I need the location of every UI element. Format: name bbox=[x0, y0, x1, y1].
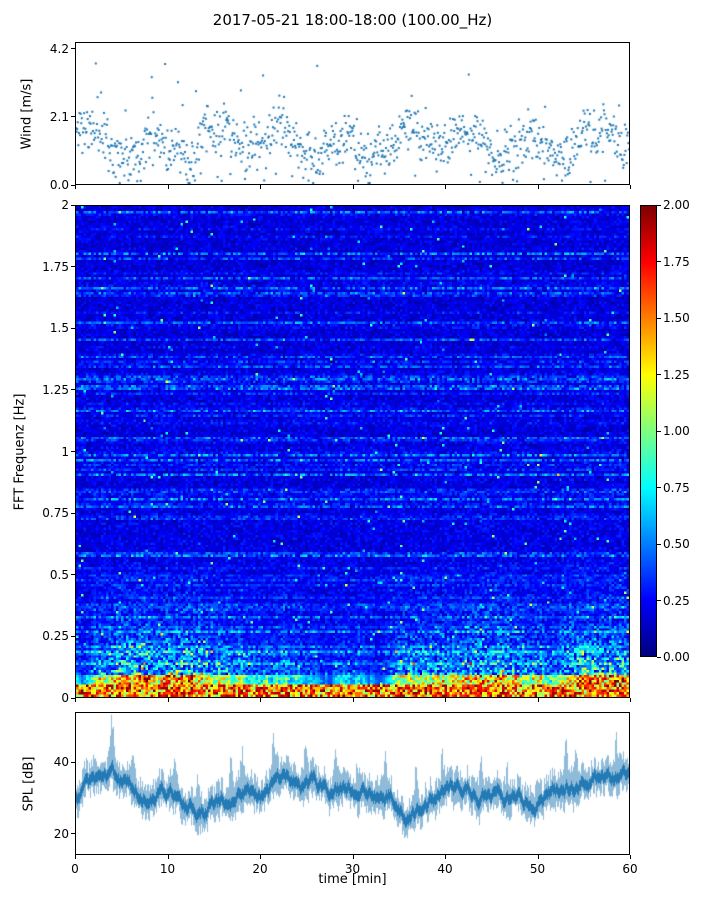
y-tick-mark bbox=[71, 184, 75, 186]
y-tick-mark bbox=[71, 116, 75, 118]
x-tick-label: 60 bbox=[622, 862, 638, 876]
colorbar-tick-label: 1.00 bbox=[663, 424, 690, 438]
x-tick-mark bbox=[445, 698, 446, 702]
x-tick-label: 40 bbox=[437, 862, 453, 876]
y-tick-mark bbox=[71, 697, 75, 699]
colorbar-tick-label: 2.00 bbox=[663, 198, 690, 212]
y-tick-mark bbox=[71, 833, 75, 835]
x-tick-mark bbox=[537, 185, 539, 189]
spectrogram-canvas bbox=[76, 206, 629, 697]
y-tick-mark bbox=[71, 451, 75, 452]
y-tick-mark bbox=[71, 204, 75, 206]
colorbar-tick-label: 1.25 bbox=[663, 367, 690, 382]
y-tick-label: 2.1 bbox=[49, 109, 69, 124]
y-tick-mark bbox=[71, 327, 75, 329]
colorbar-tick-label: 0.50 bbox=[663, 537, 690, 551]
colorbar-tick-mark bbox=[657, 204, 661, 206]
x-tick-label: 10 bbox=[159, 862, 176, 876]
x-tick-label: 0 bbox=[71, 862, 79, 876]
y-tick-label: 0 bbox=[61, 691, 69, 705]
x-tick-mark bbox=[260, 698, 261, 702]
colorbar-tick-label: 1.75 bbox=[663, 254, 690, 269]
y-tick-label: 4.2 bbox=[49, 41, 69, 56]
y-tick-mark bbox=[71, 389, 75, 391]
y-tick-label: 0.75 bbox=[42, 506, 69, 521]
x-tick-label: 30 bbox=[344, 862, 361, 876]
y-tick-label: 1.75 bbox=[42, 259, 69, 274]
x-tick-mark bbox=[630, 698, 631, 702]
x-tick-label: 50 bbox=[529, 862, 546, 876]
spectrogram-plot bbox=[75, 205, 630, 698]
x-tick-mark bbox=[630, 185, 631, 189]
colorbar-tick-mark bbox=[657, 656, 661, 658]
colorbar-gradient-canvas bbox=[641, 206, 656, 656]
colorbar-tick-label: 1.50 bbox=[663, 311, 690, 325]
y-tick-label: 0.25 bbox=[42, 629, 69, 644]
x-tick-mark bbox=[75, 698, 76, 702]
y-tick-label: 1.25 bbox=[42, 382, 69, 397]
x-tick-mark bbox=[352, 698, 354, 702]
x-tick-mark bbox=[352, 855, 354, 859]
x-tick-mark bbox=[75, 185, 76, 189]
x-tick-mark bbox=[630, 855, 631, 859]
colorbar bbox=[640, 205, 657, 657]
y-tick-label: 20 bbox=[53, 826, 69, 841]
y-tick-label: 0.0 bbox=[49, 178, 69, 192]
colorbar-tick-mark bbox=[657, 261, 661, 262]
y-tick-mark bbox=[71, 48, 75, 49]
y-tick-label: 0.5 bbox=[49, 567, 69, 582]
y-tick-mark bbox=[71, 266, 75, 268]
x-tick-mark bbox=[167, 185, 169, 189]
time-axis-label: time [min] bbox=[318, 872, 387, 887]
x-tick-mark bbox=[260, 185, 261, 189]
y-tick-mark bbox=[71, 761, 75, 763]
y-tick-label: 2 bbox=[61, 198, 69, 212]
wind-scatter-plot bbox=[75, 42, 630, 185]
wind-scatter-canvas bbox=[76, 43, 629, 184]
x-tick-mark bbox=[537, 698, 539, 702]
y-tick-mark bbox=[71, 635, 75, 637]
colorbar-tick-mark bbox=[657, 487, 661, 488]
y-tick-label: 1.5 bbox=[49, 321, 69, 336]
colorbar-tick-mark bbox=[657, 430, 661, 432]
y-tick-label: 40 bbox=[53, 755, 69, 770]
x-tick-mark bbox=[352, 185, 354, 189]
x-tick-mark bbox=[167, 855, 169, 859]
colorbar-tick-mark bbox=[657, 317, 661, 319]
colorbar-tick-label: 0.75 bbox=[663, 480, 690, 495]
y-tick-label: 1 bbox=[61, 444, 69, 459]
colorbar-tick-label: 0.00 bbox=[663, 650, 690, 664]
x-tick-mark bbox=[260, 855, 261, 859]
chart-title: 2017-05-21 18:00-18:00 (100.00_Hz) bbox=[212, 11, 493, 29]
colorbar-tick-label: 0.25 bbox=[663, 593, 690, 608]
x-tick-mark bbox=[445, 185, 446, 189]
colorbar-tick-mark bbox=[657, 600, 661, 601]
y-tick-mark bbox=[71, 512, 75, 514]
x-tick-mark bbox=[445, 855, 446, 859]
spl-line-canvas bbox=[76, 713, 629, 854]
colorbar-tick-mark bbox=[657, 374, 661, 375]
x-tick-mark bbox=[75, 855, 76, 859]
colorbar-tick-mark bbox=[657, 543, 661, 545]
y-tick-mark bbox=[71, 574, 75, 576]
x-tick-mark bbox=[167, 698, 169, 702]
x-tick-mark bbox=[537, 855, 539, 859]
spl-line-plot bbox=[75, 712, 630, 855]
x-tick-label: 20 bbox=[252, 862, 268, 876]
